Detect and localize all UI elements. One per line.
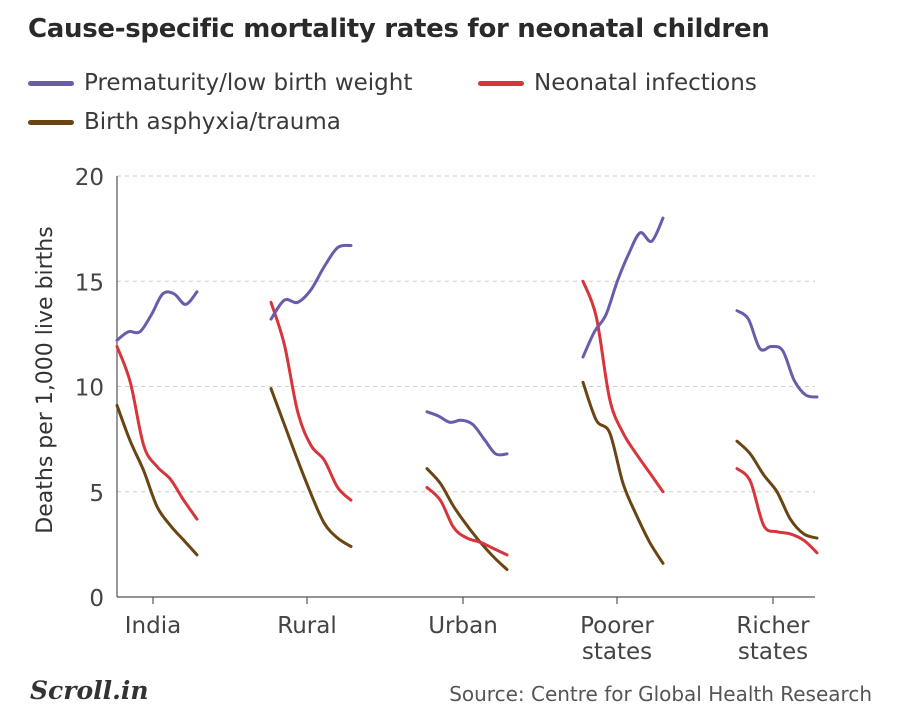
series-line-prematurity-richer-states bbox=[735, 309, 819, 399]
y-tick-label: 15 bbox=[75, 270, 104, 296]
x-tick-label-line: Rural bbox=[277, 613, 336, 639]
x-tick-label: Urban bbox=[428, 613, 498, 639]
series-line-asphyxia-richer-states bbox=[735, 439, 819, 540]
series-line-asphyxia-urban bbox=[425, 467, 509, 572]
x-tick-label: Poorer states bbox=[580, 613, 654, 665]
x-tick-label: Rural bbox=[277, 613, 336, 639]
chart-title: Cause-specific mortality rates for neona… bbox=[28, 14, 770, 44]
x-tick-label-line: Richer bbox=[736, 613, 810, 639]
y-tick-label: 5 bbox=[89, 481, 104, 507]
series-lines bbox=[115, 216, 819, 572]
series-line-asphyxia-rural bbox=[269, 387, 353, 548]
series-line-asphyxia-india bbox=[115, 403, 199, 557]
legend-label-asphyxia: Birth asphyxia/trauma bbox=[84, 109, 341, 135]
series-line-infections-rural bbox=[269, 300, 353, 502]
series-line-infections-india bbox=[115, 345, 199, 521]
legend-swatch-prematurity bbox=[28, 80, 74, 86]
legend-label-infections: Neonatal infections bbox=[534, 70, 757, 96]
x-tick-label-line: India bbox=[125, 613, 181, 639]
y-axis-label: Deaths per 1,000 live births bbox=[33, 226, 58, 533]
legend-item-infections: Neonatal infections bbox=[478, 70, 757, 96]
series-line-infections-urban bbox=[425, 486, 509, 557]
series-line-prematurity-urban bbox=[425, 410, 509, 457]
y-tick-label: 20 bbox=[75, 165, 104, 191]
legend-item-prematurity: Prematurity/low birth weight bbox=[28, 70, 412, 96]
x-tick-label-line: Urban bbox=[428, 613, 498, 639]
series-line-prematurity-poorer-states bbox=[581, 216, 665, 359]
legend-label-prematurity: Prematurity/low birth weight bbox=[84, 70, 413, 96]
x-tick-label-line: Poorer bbox=[580, 613, 654, 639]
series-line-prematurity-rural bbox=[269, 243, 353, 321]
y-tick-label: 0 bbox=[89, 586, 104, 612]
x-tick-label: India bbox=[125, 613, 181, 639]
scroll-logo: Scroll.in bbox=[30, 676, 149, 705]
series-line-infections-richer-states bbox=[735, 467, 819, 555]
legend-swatch-infections bbox=[478, 80, 524, 86]
gridlines bbox=[117, 175, 815, 493]
series-line-prematurity-india bbox=[115, 290, 199, 342]
source-note: Source: Centre for Global Health Researc… bbox=[449, 682, 872, 706]
y-tick-label: 10 bbox=[75, 376, 104, 402]
series-line-asphyxia-poorer-states bbox=[581, 380, 665, 565]
x-tick-label-line: states bbox=[738, 639, 808, 665]
series-line-infections-poorer-states bbox=[581, 279, 665, 494]
legend-item-asphyxia: Birth asphyxia/trauma bbox=[28, 109, 341, 135]
x-tick-label-line: states bbox=[582, 639, 652, 665]
x-tick-label: Richer states bbox=[736, 613, 810, 665]
legend-swatch-asphyxia bbox=[28, 119, 74, 125]
